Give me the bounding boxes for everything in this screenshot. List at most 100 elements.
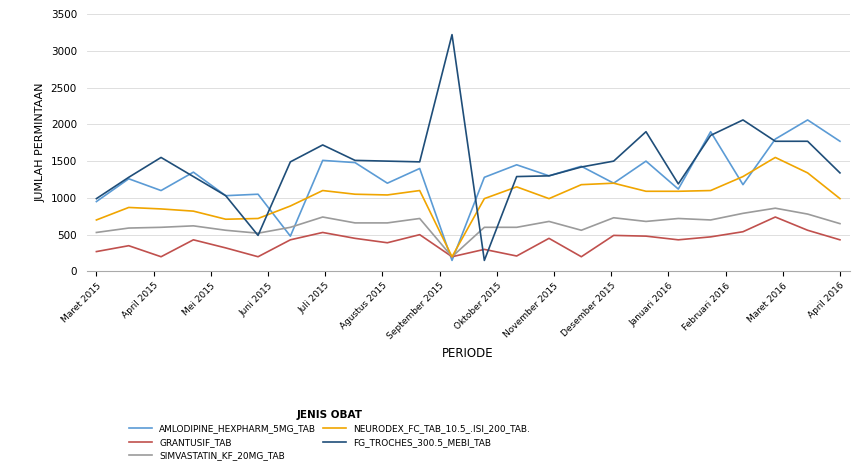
GRANTUSIF_TAB xyxy=(577,254,587,260)
SIMVASTATIN_KF_20MG_TAB xyxy=(285,225,296,230)
FG_TROCHES_300.5_MEBI_TAB xyxy=(188,174,199,179)
SIMVASTATIN_KF_20MG_TAB xyxy=(577,227,587,233)
AMLODIPINE_HEXPHARM_5MG_TAB xyxy=(91,199,101,205)
NEURODEX_FC_TAB_10.5_.ISI_200_TAB. xyxy=(738,174,748,179)
NEURODEX_FC_TAB_10.5_.ISI_200_TAB. xyxy=(803,170,813,176)
SIMVASTATIN_KF_20MG_TAB xyxy=(609,215,619,220)
FG_TROCHES_300.5_MEBI_TAB xyxy=(577,164,587,170)
FG_TROCHES_300.5_MEBI_TAB xyxy=(609,158,619,164)
SIMVASTATIN_KF_20MG_TAB xyxy=(673,216,683,221)
NEURODEX_FC_TAB_10.5_.ISI_200_TAB. xyxy=(220,216,231,222)
NEURODEX_FC_TAB_10.5_.ISI_200_TAB. xyxy=(156,206,166,212)
FG_TROCHES_300.5_MEBI_TAB xyxy=(738,117,748,123)
AMLODIPINE_HEXPHARM_5MG_TAB xyxy=(512,162,522,168)
AMLODIPINE_HEXPHARM_5MG_TAB xyxy=(188,169,199,175)
GRANTUSIF_TAB xyxy=(220,245,231,251)
NEURODEX_FC_TAB_10.5_.ISI_200_TAB. xyxy=(317,188,328,193)
GRANTUSIF_TAB xyxy=(91,249,101,255)
GRANTUSIF_TAB xyxy=(835,237,845,242)
GRANTUSIF_TAB xyxy=(253,254,264,260)
FG_TROCHES_300.5_MEBI_TAB xyxy=(641,129,651,134)
GRANTUSIF_TAB xyxy=(188,237,199,242)
FG_TROCHES_300.5_MEBI_TAB xyxy=(317,142,328,148)
FG_TROCHES_300.5_MEBI_TAB xyxy=(220,193,231,198)
FG_TROCHES_300.5_MEBI_TAB xyxy=(770,139,780,144)
Line: AMLODIPINE_HEXPHARM_5MG_TAB: AMLODIPINE_HEXPHARM_5MG_TAB xyxy=(96,120,840,260)
Line: NEURODEX_FC_TAB_10.5_.ISI_200_TAB.: NEURODEX_FC_TAB_10.5_.ISI_200_TAB. xyxy=(96,157,840,257)
FG_TROCHES_300.5_MEBI_TAB xyxy=(156,154,166,160)
NEURODEX_FC_TAB_10.5_.ISI_200_TAB. xyxy=(447,254,457,260)
AMLODIPINE_HEXPHARM_5MG_TAB xyxy=(479,175,490,180)
FG_TROCHES_300.5_MEBI_TAB xyxy=(447,32,457,37)
GRANTUSIF_TAB xyxy=(803,227,813,233)
GRANTUSIF_TAB xyxy=(447,254,457,260)
FG_TROCHES_300.5_MEBI_TAB xyxy=(91,196,101,201)
AMLODIPINE_HEXPHARM_5MG_TAB xyxy=(609,180,619,186)
FG_TROCHES_300.5_MEBI_TAB xyxy=(285,159,296,165)
FG_TROCHES_300.5_MEBI_TAB xyxy=(382,158,393,164)
NEURODEX_FC_TAB_10.5_.ISI_200_TAB. xyxy=(641,189,651,194)
GRANTUSIF_TAB xyxy=(414,232,425,237)
NEURODEX_FC_TAB_10.5_.ISI_200_TAB. xyxy=(349,191,360,197)
SIMVASTATIN_KF_20MG_TAB xyxy=(447,254,457,260)
FG_TROCHES_300.5_MEBI_TAB xyxy=(706,132,716,138)
NEURODEX_FC_TAB_10.5_.ISI_200_TAB. xyxy=(609,180,619,186)
NEURODEX_FC_TAB_10.5_.ISI_200_TAB. xyxy=(91,217,101,223)
GRANTUSIF_TAB xyxy=(770,214,780,220)
FG_TROCHES_300.5_MEBI_TAB xyxy=(803,139,813,144)
NEURODEX_FC_TAB_10.5_.ISI_200_TAB. xyxy=(835,196,845,201)
AMLODIPINE_HEXPHARM_5MG_TAB xyxy=(738,182,748,188)
NEURODEX_FC_TAB_10.5_.ISI_200_TAB. xyxy=(382,192,393,198)
GRANTUSIF_TAB xyxy=(609,233,619,238)
AMLODIPINE_HEXPHARM_5MG_TAB xyxy=(447,257,457,263)
SIMVASTATIN_KF_20MG_TAB xyxy=(91,230,101,235)
AMLODIPINE_HEXPHARM_5MG_TAB xyxy=(123,176,134,182)
FG_TROCHES_300.5_MEBI_TAB xyxy=(673,181,683,187)
NEURODEX_FC_TAB_10.5_.ISI_200_TAB. xyxy=(544,196,554,201)
AMLODIPINE_HEXPHARM_5MG_TAB xyxy=(544,173,554,179)
NEURODEX_FC_TAB_10.5_.ISI_200_TAB. xyxy=(577,182,587,188)
FG_TROCHES_300.5_MEBI_TAB xyxy=(835,170,845,176)
GRANTUSIF_TAB xyxy=(123,243,134,249)
SIMVASTATIN_KF_20MG_TAB xyxy=(188,223,199,229)
NEURODEX_FC_TAB_10.5_.ISI_200_TAB. xyxy=(123,205,134,210)
Y-axis label: JUMLAH PERMINTAAN: JUMLAH PERMINTAAN xyxy=(36,83,45,203)
GRANTUSIF_TAB xyxy=(641,234,651,239)
FG_TROCHES_300.5_MEBI_TAB xyxy=(512,174,522,179)
NEURODEX_FC_TAB_10.5_.ISI_200_TAB. xyxy=(512,184,522,190)
Legend: AMLODIPINE_HEXPHARM_5MG_TAB, GRANTUSIF_TAB, SIMVASTATIN_KF_20MG_TAB, NEURODEX_FC: AMLODIPINE_HEXPHARM_5MG_TAB, GRANTUSIF_T… xyxy=(129,410,530,461)
Line: FG_TROCHES_300.5_MEBI_TAB: FG_TROCHES_300.5_MEBI_TAB xyxy=(96,35,840,260)
GRANTUSIF_TAB xyxy=(544,235,554,241)
AMLODIPINE_HEXPHARM_5MG_TAB xyxy=(673,186,683,192)
AMLODIPINE_HEXPHARM_5MG_TAB xyxy=(349,160,360,165)
AMLODIPINE_HEXPHARM_5MG_TAB xyxy=(706,129,716,134)
SIMVASTATIN_KF_20MG_TAB xyxy=(706,217,716,223)
AMLODIPINE_HEXPHARM_5MG_TAB xyxy=(641,158,651,164)
SIMVASTATIN_KF_20MG_TAB xyxy=(803,211,813,217)
SIMVASTATIN_KF_20MG_TAB xyxy=(770,205,780,211)
NEURODEX_FC_TAB_10.5_.ISI_200_TAB. xyxy=(479,196,490,201)
FG_TROCHES_300.5_MEBI_TAB xyxy=(253,233,264,238)
AMLODIPINE_HEXPHARM_5MG_TAB xyxy=(156,188,166,193)
AMLODIPINE_HEXPHARM_5MG_TAB xyxy=(317,158,328,163)
AMLODIPINE_HEXPHARM_5MG_TAB xyxy=(382,180,393,186)
AMLODIPINE_HEXPHARM_5MG_TAB xyxy=(253,191,264,197)
AMLODIPINE_HEXPHARM_5MG_TAB xyxy=(285,234,296,239)
GRANTUSIF_TAB xyxy=(156,254,166,260)
SIMVASTATIN_KF_20MG_TAB xyxy=(253,230,264,236)
FG_TROCHES_300.5_MEBI_TAB xyxy=(349,158,360,163)
X-axis label: PERIODE: PERIODE xyxy=(442,347,494,360)
GRANTUSIF_TAB xyxy=(285,237,296,242)
SIMVASTATIN_KF_20MG_TAB xyxy=(835,221,845,227)
NEURODEX_FC_TAB_10.5_.ISI_200_TAB. xyxy=(673,189,683,194)
FG_TROCHES_300.5_MEBI_TAB xyxy=(123,175,134,180)
GRANTUSIF_TAB xyxy=(382,240,393,246)
GRANTUSIF_TAB xyxy=(349,235,360,241)
SIMVASTATIN_KF_20MG_TAB xyxy=(220,227,231,233)
AMLODIPINE_HEXPHARM_5MG_TAB xyxy=(803,117,813,123)
AMLODIPINE_HEXPHARM_5MG_TAB xyxy=(770,136,780,142)
SIMVASTATIN_KF_20MG_TAB xyxy=(641,219,651,224)
SIMVASTATIN_KF_20MG_TAB xyxy=(382,220,393,226)
SIMVASTATIN_KF_20MG_TAB xyxy=(123,225,134,231)
SIMVASTATIN_KF_20MG_TAB xyxy=(317,214,328,220)
